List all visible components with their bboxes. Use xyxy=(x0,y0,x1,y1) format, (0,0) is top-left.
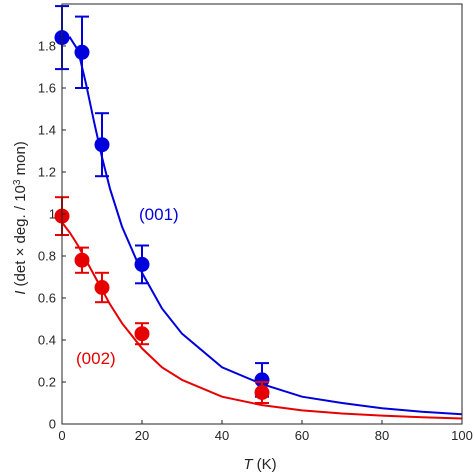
y-axis-title: I (det × deg. / 103 mon) xyxy=(12,141,30,295)
data-point-002-2 xyxy=(94,280,110,295)
y-tick-label: 1.8 xyxy=(38,39,56,54)
data-point-001-3 xyxy=(134,256,150,272)
data-point-001-4 xyxy=(254,372,270,388)
x-tick-label: 0 xyxy=(58,428,65,443)
series-label-002: (002) xyxy=(76,349,116,368)
x-tick-label: 60 xyxy=(295,428,309,443)
x-tick-label: 100 xyxy=(451,428,473,443)
data-point-001-2 xyxy=(94,137,110,153)
y-tick-label: 0.8 xyxy=(38,249,56,264)
data-point-002-1 xyxy=(74,252,90,268)
y-tick-label: 1.2 xyxy=(38,165,56,180)
y-tick-label: 1 xyxy=(49,207,56,222)
y-tick-label: 0.4 xyxy=(38,333,56,348)
y-tick-label: 0.6 xyxy=(38,291,56,306)
axes-frame xyxy=(61,3,463,425)
data-point-002-4 xyxy=(254,385,270,400)
x-tick-label: 80 xyxy=(375,428,389,443)
x-tick-label: 40 xyxy=(215,428,229,443)
data-point-001-1 xyxy=(74,44,90,60)
series-label-001: (001) xyxy=(139,205,179,224)
y-tick-label: 1.4 xyxy=(38,123,56,138)
data-point-002-3 xyxy=(134,326,150,342)
x-axis-title: T (K) xyxy=(243,456,276,473)
y-tick-label: 0 xyxy=(49,417,56,432)
y-tick-label: 0.2 xyxy=(38,375,56,390)
plot-area xyxy=(54,5,463,420)
fit-curve-001 xyxy=(61,36,463,416)
axes: 0 20 40 60 80 100 0 0.2 0.4 0.6 0.8 1 1.2 1.4 1.6 1.8 xyxy=(38,3,473,443)
y-tick-label: 1.6 xyxy=(38,81,56,96)
x-tick-label: 20 xyxy=(135,428,149,443)
